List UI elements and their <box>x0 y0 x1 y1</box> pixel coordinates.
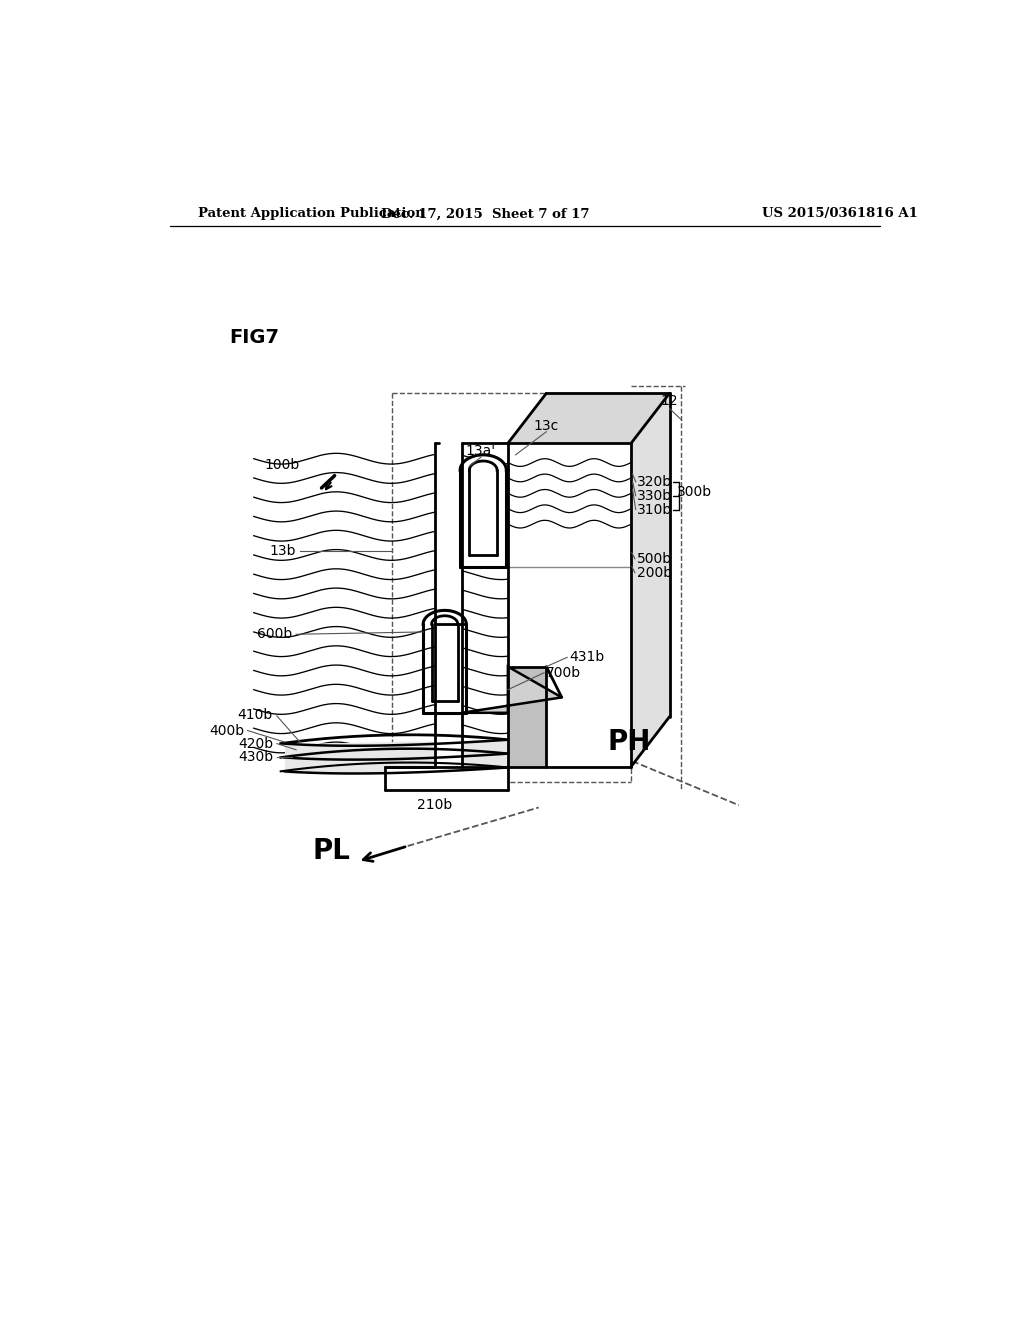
Text: 330b: 330b <box>637 488 673 503</box>
Text: 430b: 430b <box>238 751 273 764</box>
Text: FIG7: FIG7 <box>229 327 280 347</box>
Text: 431b: 431b <box>569 651 605 664</box>
Polygon shape <box>462 667 562 713</box>
Text: 210b: 210b <box>417 799 453 812</box>
Text: 100b: 100b <box>265 458 300 471</box>
Text: 410b: 410b <box>238 708 273 722</box>
Text: 13c: 13c <box>534 420 559 433</box>
Text: 320b: 320b <box>637 475 673 488</box>
Polygon shape <box>631 393 670 767</box>
Text: 700b: 700b <box>547 665 582 680</box>
Polygon shape <box>435 444 462 767</box>
Polygon shape <box>385 767 508 789</box>
Text: Patent Application Publication: Patent Application Publication <box>199 207 425 220</box>
Text: 500b: 500b <box>637 552 673 566</box>
Text: PL: PL <box>312 837 350 866</box>
Text: 600b: 600b <box>257 627 292 642</box>
Polygon shape <box>508 667 547 767</box>
Polygon shape <box>460 455 506 566</box>
Text: 13b: 13b <box>269 544 296 558</box>
Text: Dec. 17, 2015  Sheet 7 of 17: Dec. 17, 2015 Sheet 7 of 17 <box>381 207 589 220</box>
Text: 13a': 13a' <box>466 444 496 458</box>
Text: 200b: 200b <box>637 566 673 579</box>
Text: 300b: 300b <box>677 484 713 499</box>
Text: 12: 12 <box>660 393 678 408</box>
Polygon shape <box>285 739 508 775</box>
Text: 420b: 420b <box>238 737 273 751</box>
Text: 400b: 400b <box>209 723 245 738</box>
Text: US 2015/0361816 A1: US 2015/0361816 A1 <box>762 207 918 220</box>
Text: PH: PH <box>608 729 651 756</box>
Polygon shape <box>508 444 631 767</box>
Polygon shape <box>508 393 670 444</box>
Text: 310b: 310b <box>637 503 673 516</box>
